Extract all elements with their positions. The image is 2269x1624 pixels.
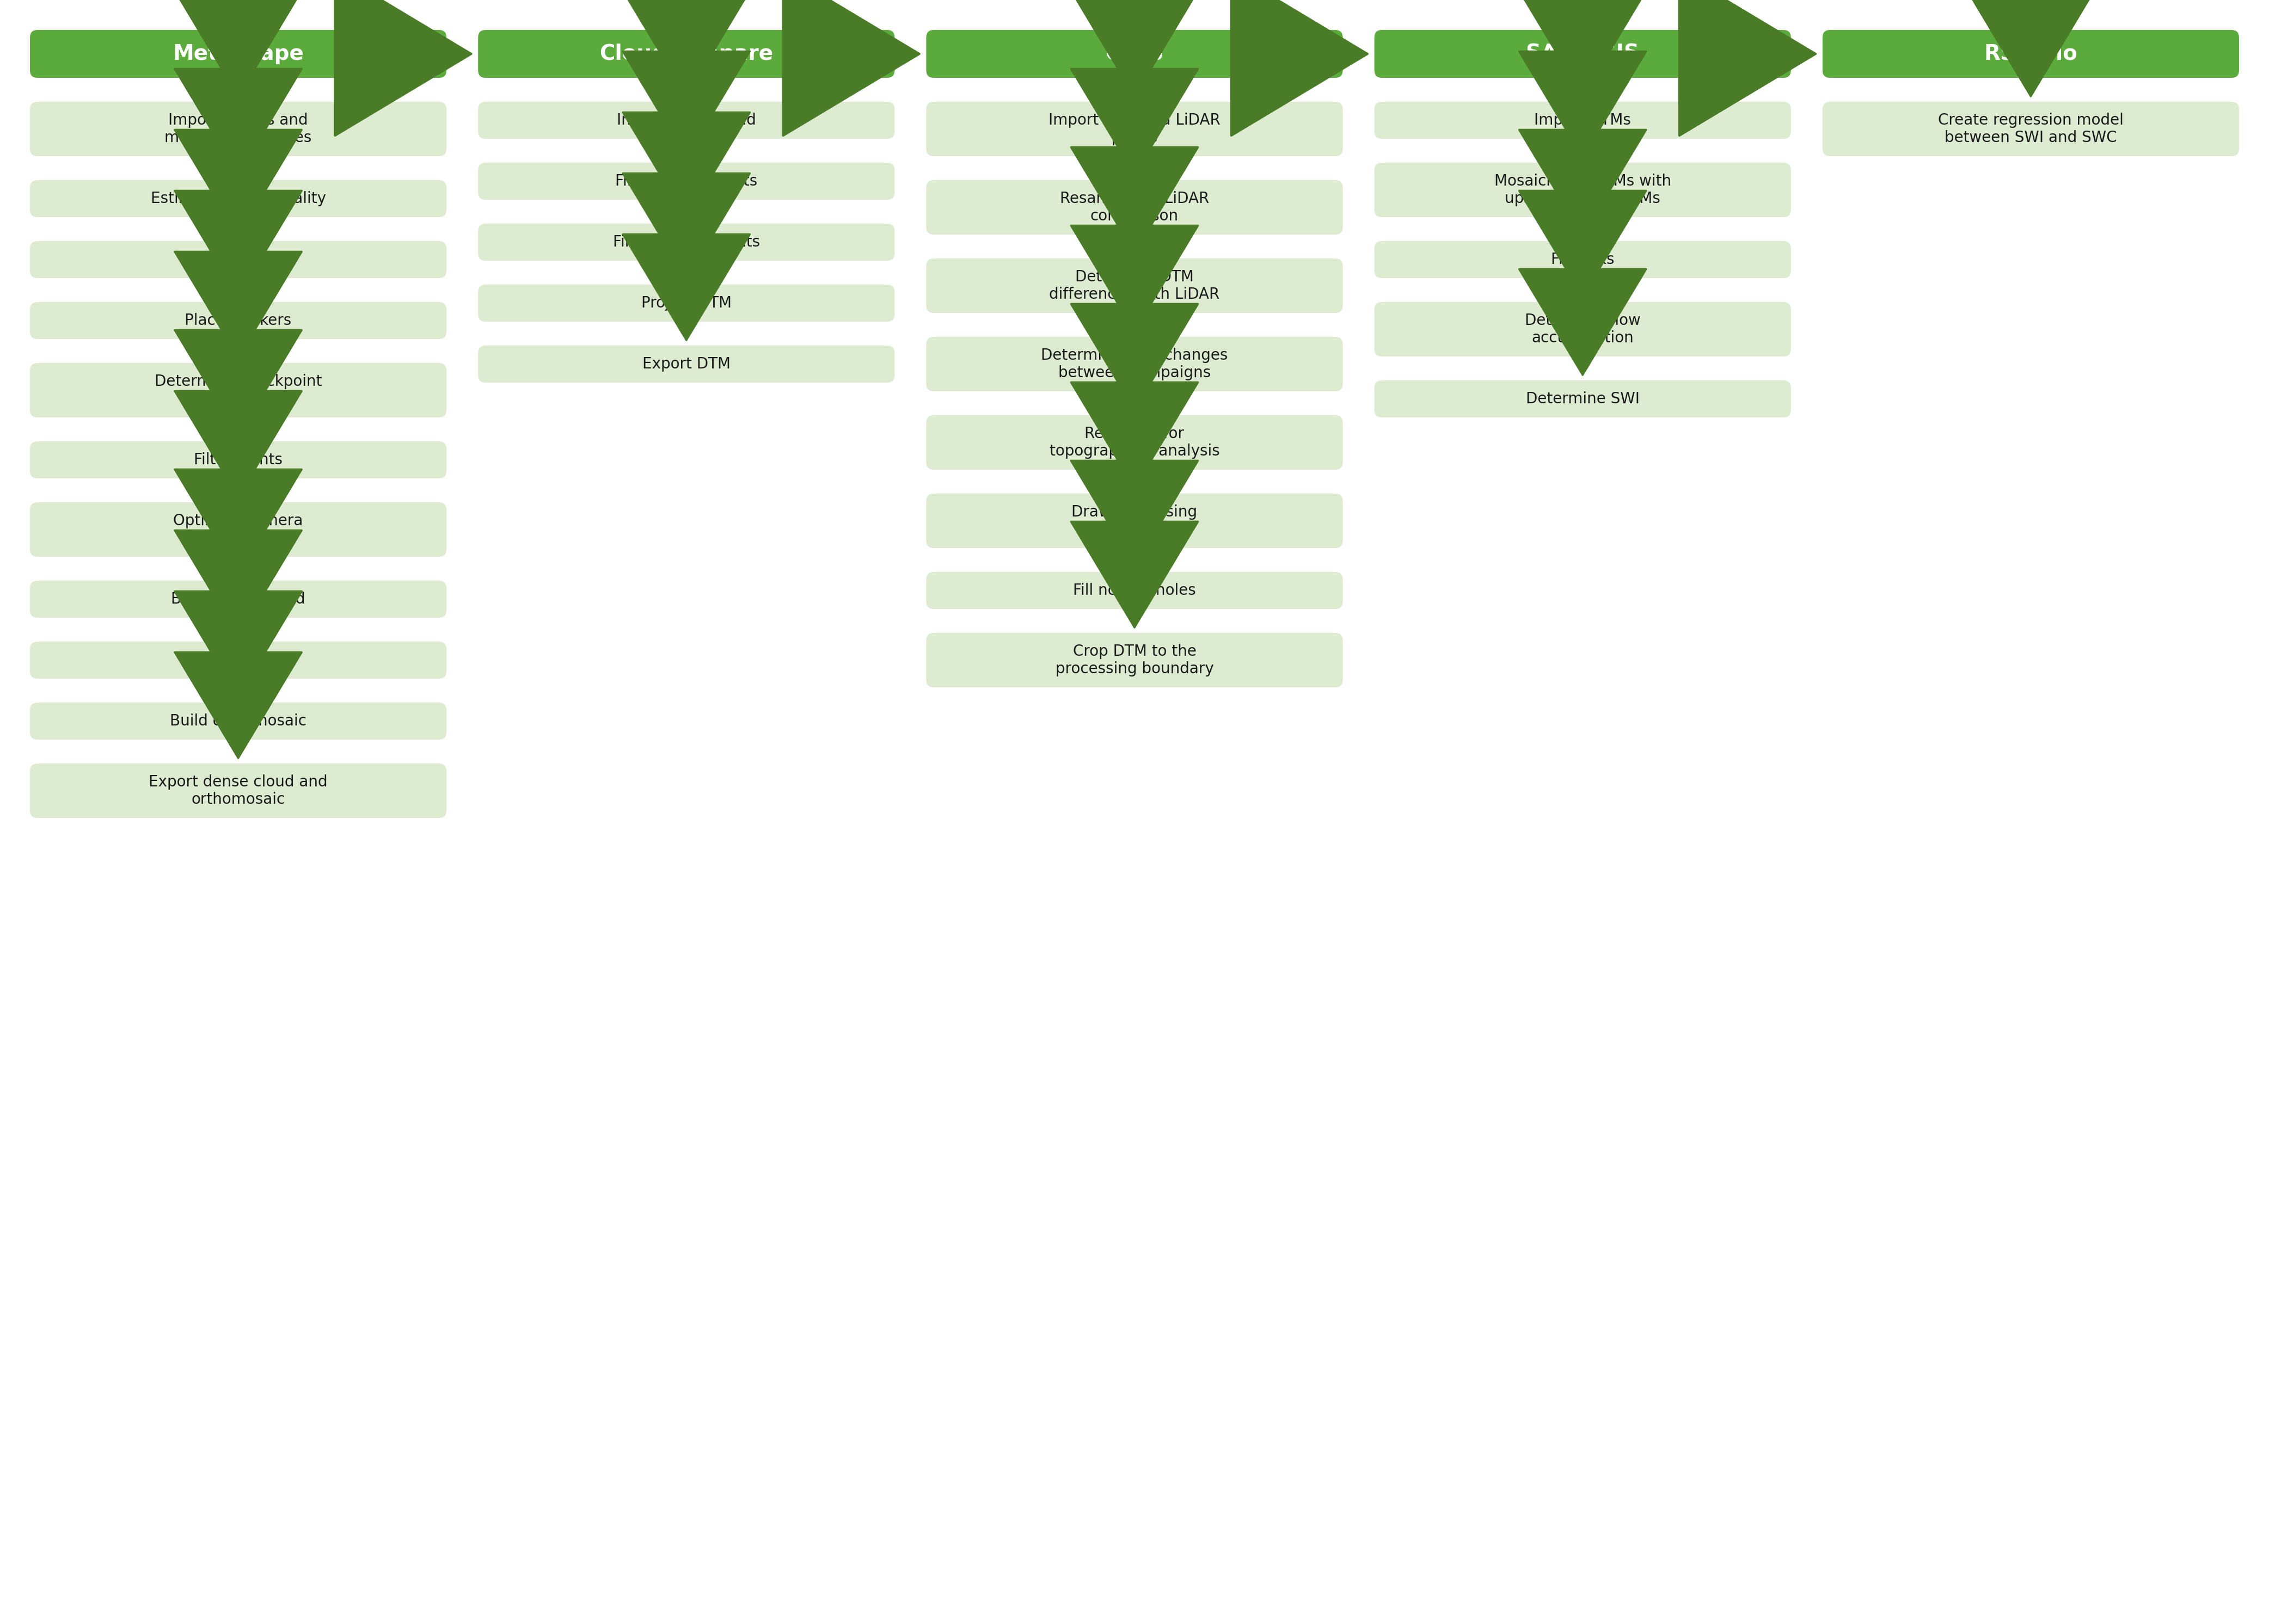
Text: Fill sinks: Fill sinks <box>1552 252 1613 268</box>
Text: Filter points: Filter points <box>193 451 284 468</box>
FancyBboxPatch shape <box>926 572 1343 609</box>
FancyBboxPatch shape <box>1375 29 1790 78</box>
Text: Draw processing
boundaries: Draw processing boundaries <box>1071 505 1198 538</box>
Text: SAGA GIS: SAGA GIS <box>1527 44 1638 65</box>
Text: QGIS: QGIS <box>1105 44 1164 65</box>
Text: Build orthomosaic: Build orthomosaic <box>170 713 306 729</box>
Text: Determine DTM changes
between campaigns: Determine DTM changes between campaigns <box>1041 348 1228 380</box>
Text: Project DTM: Project DTM <box>642 296 731 310</box>
FancyBboxPatch shape <box>926 494 1343 547</box>
FancyBboxPatch shape <box>926 336 1343 391</box>
Text: Optimize camera
alignment: Optimize camera alignment <box>172 513 304 546</box>
Text: Build dense cloud: Build dense cloud <box>170 591 306 607</box>
Text: Resample for LiDAR
comparison: Resample for LiDAR comparison <box>1060 192 1209 224</box>
Text: Import point cloud: Import point cloud <box>617 112 756 128</box>
Text: CloudCompare: CloudCompare <box>599 44 774 65</box>
Text: Determine flow
accumulation: Determine flow accumulation <box>1525 313 1640 346</box>
Text: Place markers: Place markers <box>184 313 293 328</box>
FancyBboxPatch shape <box>1375 102 1790 138</box>
FancyBboxPatch shape <box>29 641 447 679</box>
FancyBboxPatch shape <box>29 763 447 818</box>
FancyBboxPatch shape <box>1375 380 1790 417</box>
FancyBboxPatch shape <box>29 29 447 78</box>
FancyBboxPatch shape <box>29 581 447 617</box>
FancyBboxPatch shape <box>479 346 894 383</box>
FancyBboxPatch shape <box>479 29 894 78</box>
FancyBboxPatch shape <box>926 102 1343 156</box>
FancyBboxPatch shape <box>29 180 447 218</box>
Text: Import photos and
marker coordinates: Import photos and marker coordinates <box>166 112 311 146</box>
FancyBboxPatch shape <box>1822 29 2240 78</box>
FancyBboxPatch shape <box>29 364 447 417</box>
Text: RStudio: RStudio <box>1983 44 2078 65</box>
Text: Determine SWI: Determine SWI <box>1525 391 1640 406</box>
Text: Filter ground points: Filter ground points <box>613 234 760 250</box>
Text: Filter outlier points: Filter outlier points <box>615 174 758 188</box>
FancyBboxPatch shape <box>479 102 894 138</box>
FancyBboxPatch shape <box>926 258 1343 313</box>
Text: Align photos: Align photos <box>191 252 286 268</box>
FancyBboxPatch shape <box>29 703 447 739</box>
FancyBboxPatch shape <box>1822 102 2240 156</box>
FancyBboxPatch shape <box>926 633 1343 687</box>
Text: Resample for
topographical analysis: Resample for topographical analysis <box>1048 425 1221 460</box>
FancyBboxPatch shape <box>29 102 447 156</box>
Text: Crop DTM to the
processing boundary: Crop DTM to the processing boundary <box>1055 643 1214 677</box>
Text: Create regression model
between SWI and SWC: Create regression model between SWI and … <box>1938 112 2124 146</box>
Text: Fill nodata holes: Fill nodata holes <box>1073 583 1196 598</box>
FancyBboxPatch shape <box>29 302 447 339</box>
Text: Metashape: Metashape <box>172 44 304 65</box>
Text: Determine DTM
differences with LiDAR: Determine DTM differences with LiDAR <box>1048 270 1221 302</box>
Text: Export DTM: Export DTM <box>642 357 731 372</box>
Text: Import DTM and LiDAR
points: Import DTM and LiDAR points <box>1048 112 1221 146</box>
FancyBboxPatch shape <box>926 416 1343 469</box>
FancyBboxPatch shape <box>1375 240 1790 278</box>
FancyBboxPatch shape <box>1375 302 1790 357</box>
Text: Estimate image quality: Estimate image quality <box>150 192 327 206</box>
FancyBboxPatch shape <box>29 442 447 479</box>
FancyBboxPatch shape <box>479 284 894 322</box>
Text: Build DEM: Build DEM <box>200 653 277 667</box>
FancyBboxPatch shape <box>29 502 447 557</box>
FancyBboxPatch shape <box>926 180 1343 234</box>
Text: Export dense cloud and
orthomosaic: Export dense cloud and orthomosaic <box>150 775 327 807</box>
Text: Import DTMs: Import DTMs <box>1534 112 1631 128</box>
FancyBboxPatch shape <box>479 224 894 261</box>
FancyBboxPatch shape <box>479 162 894 200</box>
FancyBboxPatch shape <box>1375 162 1790 218</box>
FancyBboxPatch shape <box>29 240 447 278</box>
Text: Determine checkpoint
accuracies: Determine checkpoint accuracies <box>154 374 322 406</box>
FancyBboxPatch shape <box>926 29 1343 78</box>
Text: Mosaick SfM DTMs with
upslope LiDAR DTMs: Mosaick SfM DTMs with upslope LiDAR DTMs <box>1495 174 1672 206</box>
